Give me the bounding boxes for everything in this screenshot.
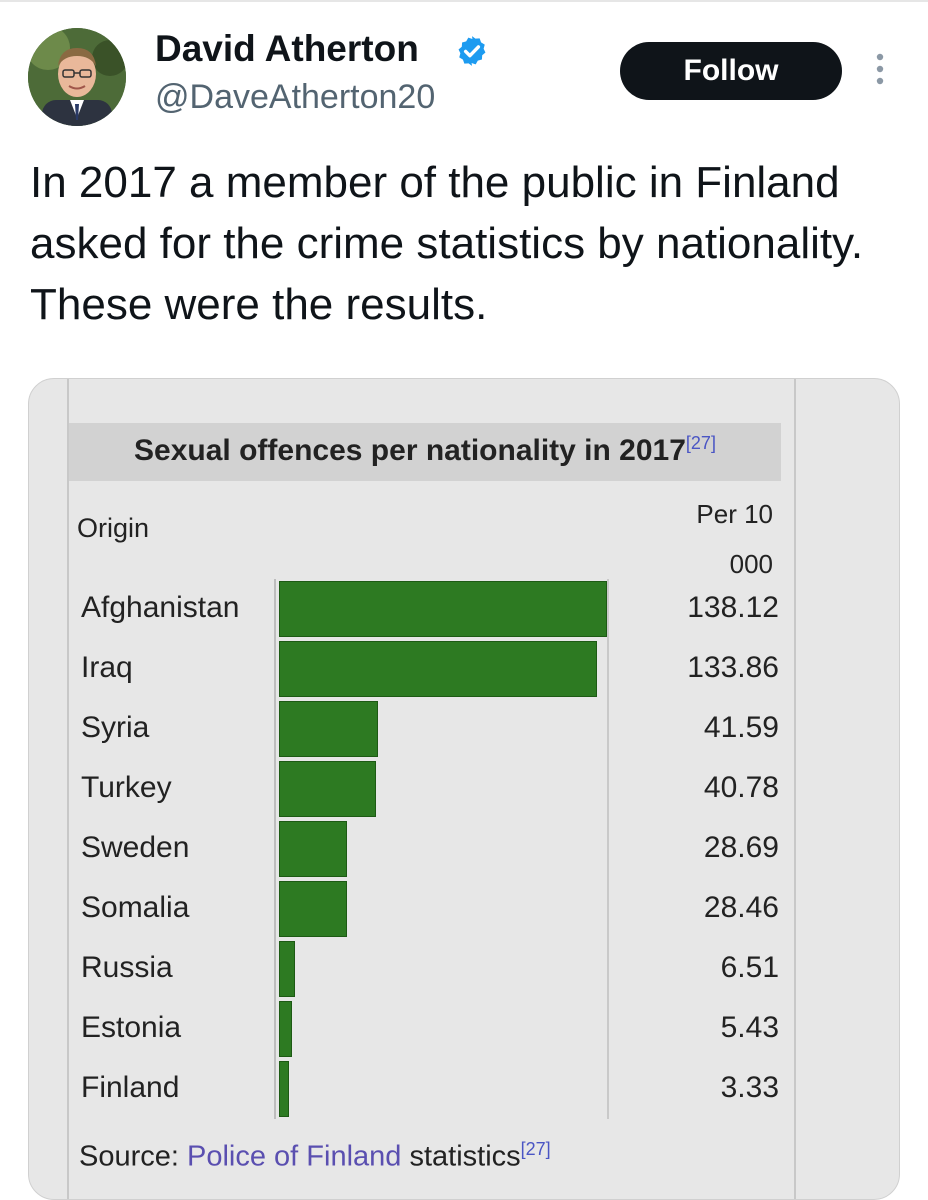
- per-column-header: Per 10 000: [696, 499, 773, 579]
- bar: [279, 701, 378, 757]
- category-label: Somalia: [81, 891, 190, 924]
- bar-axis-line: [274, 579, 276, 1119]
- category-label: Sweden: [81, 831, 190, 864]
- value-label: 28.46: [703, 891, 779, 924]
- media-divider-left: [67, 379, 69, 1199]
- author-handle[interactable]: @DaveAtherton20: [155, 78, 436, 116]
- chart-title-background: [69, 423, 781, 481]
- verified-badge-icon: [458, 36, 486, 66]
- value-label: 6.51: [720, 951, 779, 984]
- bar-area-right-line: [607, 579, 609, 1119]
- chart-title: Sexual offences per nationality in 2017[…: [69, 433, 781, 468]
- follow-button[interactable]: Follow: [620, 42, 842, 100]
- bar: [279, 761, 376, 817]
- tweet-text: In 2017 a member of the public in Finlan…: [30, 158, 864, 329]
- source-suffix: statistics: [401, 1140, 521, 1173]
- avatar-image: [28, 28, 126, 126]
- origin-column-header: Origin: [77, 513, 150, 543]
- bar: [279, 1001, 292, 1057]
- value-label: 138.12: [687, 591, 779, 624]
- chart-source: Source: Police of Finland statistics[27]: [79, 1139, 551, 1174]
- media-divider-right: [794, 379, 796, 1199]
- bar: [279, 821, 348, 877]
- category-label: Syria: [81, 711, 150, 744]
- bar: [279, 1061, 289, 1117]
- source-link[interactable]: Police of Finland: [187, 1140, 402, 1173]
- avatar[interactable]: [28, 28, 126, 126]
- tweet-media-image[interactable]: Sexual offences per nationality in 2017[…: [28, 378, 900, 1200]
- bar: [279, 641, 597, 697]
- value-label: 5.43: [720, 1011, 779, 1044]
- chart-title-reference[interactable]: [27]: [685, 433, 716, 453]
- bar: [279, 581, 607, 637]
- category-label: Finland: [81, 1071, 180, 1104]
- category-label: Turkey: [81, 771, 172, 804]
- value-label: 28.69: [703, 831, 779, 864]
- category-label: Iraq: [81, 651, 133, 684]
- value-label: 41.59: [703, 711, 779, 744]
- value-label: 133.86: [687, 651, 779, 684]
- bar: [279, 941, 295, 997]
- top-divider: [0, 0, 928, 2]
- category-label: Afghanistan: [81, 591, 240, 624]
- author-name[interactable]: David Atherton: [155, 28, 419, 69]
- chart-title-text: Sexual offences per nationality in 2017: [134, 434, 686, 467]
- more-vertical-icon[interactable]: [872, 52, 888, 86]
- category-label: Estonia: [81, 1011, 182, 1044]
- value-label: 40.78: [703, 771, 779, 804]
- bar: [279, 881, 347, 937]
- category-label: Russia: [81, 951, 173, 984]
- value-label: 3.33: [720, 1071, 779, 1104]
- source-reference[interactable]: [27]: [520, 1139, 551, 1159]
- source-prefix: Source:: [79, 1140, 187, 1173]
